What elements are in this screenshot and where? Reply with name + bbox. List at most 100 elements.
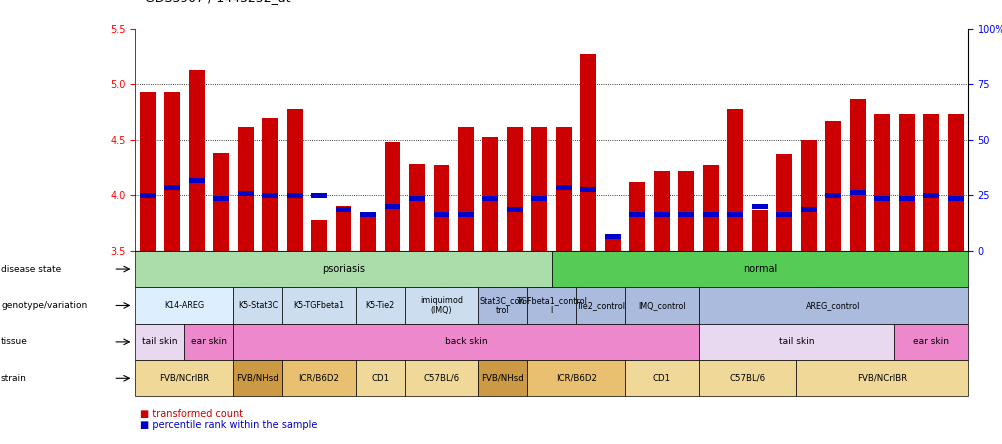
Bar [164,185,180,190]
Bar [898,196,914,201]
Bar [531,127,547,251]
Bar [604,237,620,251]
Text: disease state: disease state [1,265,61,274]
Bar [825,121,841,251]
Bar [947,114,963,251]
Bar [849,99,865,251]
Bar [433,166,449,251]
Bar [898,114,914,251]
Bar [726,212,742,217]
Text: ear skin: ear skin [912,337,948,346]
Bar [237,127,254,251]
Bar [482,196,498,201]
Text: ear skin: ear skin [190,337,226,346]
Bar [555,127,571,251]
Bar [922,193,938,198]
Bar [262,118,278,251]
Text: C57BL/6: C57BL/6 [728,374,765,383]
Text: K14-AREG: K14-AREG [164,301,204,310]
Bar [726,109,742,251]
Text: K5-Stat3C: K5-Stat3C [237,301,278,310]
Bar [188,70,204,251]
Bar [482,137,498,251]
Bar [752,210,767,251]
Bar [604,234,620,239]
Text: genotype/variation: genotype/variation [1,301,87,310]
Bar [213,153,228,251]
Bar [237,190,254,196]
Bar [360,214,376,251]
Bar [702,166,718,251]
Text: K5-TGFbeta1: K5-TGFbeta1 [294,301,345,310]
Bar [825,193,841,198]
Bar [800,140,816,251]
Bar [506,207,522,212]
Bar [874,196,889,201]
Bar [629,212,644,217]
Text: ■ transformed count: ■ transformed count [140,409,243,419]
Bar [677,171,693,251]
Text: Tie2_control: Tie2_control [575,301,624,310]
Bar [629,182,644,251]
Bar [555,185,571,190]
Bar [922,114,938,251]
Bar [287,193,303,198]
Text: K5-Tie2: K5-Tie2 [366,301,395,310]
Text: FVB/NHsd: FVB/NHsd [481,374,523,383]
Bar [702,212,718,217]
Text: tail skin: tail skin [778,337,814,346]
Bar [336,207,351,212]
Bar [849,190,865,194]
Bar [776,155,792,251]
Bar [409,196,425,201]
Bar [800,207,816,212]
Bar [287,109,303,251]
Bar [311,193,327,198]
Bar [677,212,693,217]
Bar [360,212,376,217]
Bar [433,212,449,217]
Text: IMQ_control: IMQ_control [637,301,685,310]
Text: GDS3907 / 1443252_at: GDS3907 / 1443252_at [145,0,291,4]
Text: tissue: tissue [1,337,28,346]
Bar [409,164,425,251]
Text: ICR/B6D2: ICR/B6D2 [299,374,340,383]
Bar [262,193,278,198]
Bar [139,193,155,198]
Text: C57BL/6: C57BL/6 [423,374,459,383]
Bar [139,92,155,251]
Bar [580,55,596,251]
Text: ■ percentile rank within the sample: ■ percentile rank within the sample [140,420,318,430]
Bar [384,142,400,251]
Bar [506,127,522,251]
Text: normal: normal [741,264,777,274]
Bar [458,127,473,251]
Text: FVB/NHsd: FVB/NHsd [236,374,279,383]
Text: CD1: CD1 [652,374,670,383]
Bar [752,204,767,209]
Bar [164,92,180,251]
Bar [653,171,669,251]
Text: Stat3C_con
trol: Stat3C_con trol [479,296,525,315]
Text: strain: strain [1,374,27,383]
Bar [776,212,792,217]
Bar [311,220,327,251]
Bar [531,196,547,201]
Bar [653,212,669,217]
Bar [188,178,204,183]
Text: psoriasis: psoriasis [322,264,365,274]
Bar [336,206,351,251]
Bar [580,187,596,192]
Text: CD1: CD1 [371,374,389,383]
Text: TGFbeta1_control
l: TGFbeta1_control l [516,296,586,315]
Text: tail skin: tail skin [142,337,177,346]
Bar [213,196,228,201]
Text: back skin: back skin [444,337,487,346]
Text: ICR/B6D2: ICR/B6D2 [555,374,596,383]
Bar [384,204,400,209]
Bar [458,212,473,217]
Bar [947,196,963,201]
Text: FVB/NCrIBR: FVB/NCrIBR [857,374,907,383]
Text: FVB/NCrIBR: FVB/NCrIBR [159,374,209,383]
Bar [874,114,889,251]
